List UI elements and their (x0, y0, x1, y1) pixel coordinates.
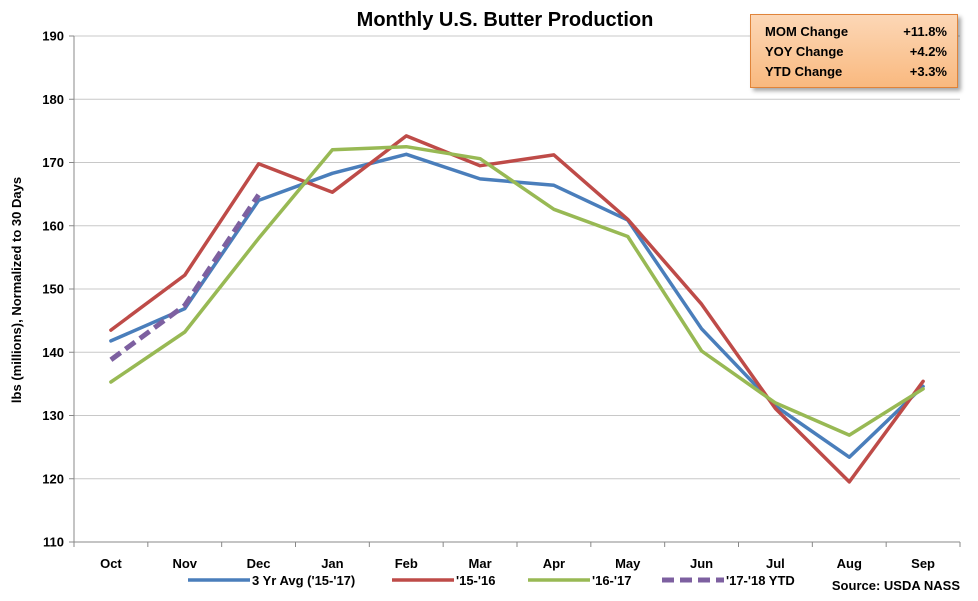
series-line-1 (109, 134, 925, 484)
x-tick-label: Jul (766, 556, 785, 571)
x-tick-label: Mar (469, 556, 492, 571)
y-tick-label: 160 (42, 218, 64, 233)
chart-title: Monthly U.S. Butter Production (357, 9, 654, 31)
gridlines (74, 35, 960, 480)
y-tick-label: 130 (42, 408, 64, 423)
x-tick-label: Feb (395, 556, 418, 571)
y-tick-label: 170 (42, 155, 64, 170)
legend-label-1: '15-'16 (456, 573, 495, 588)
x-tick-label: Jun (690, 556, 713, 571)
series-line-2 (109, 144, 925, 437)
stat-value: +3.3% (909, 64, 947, 79)
stat-row-ytd: YTD Change +3.3% (765, 62, 947, 82)
stat-label: MOM Change (765, 24, 849, 39)
y-tick-label: 110 (43, 535, 64, 550)
x-tick-label: Jan (321, 556, 343, 571)
change-stats-box: MOM Change +11.8% YOY Change +4.2% YTD C… (750, 14, 958, 88)
stat-label: YOY Change (765, 44, 844, 59)
y-tick-label: 190 (42, 29, 64, 44)
x-tick-label: Aug (837, 556, 862, 571)
legend: 3 Yr Avg ('15-'17) '15-'16 '16-'17 '17-'18 … (188, 573, 795, 588)
y-tick-label: 180 (42, 92, 64, 107)
x-tick-label: Sep (911, 556, 935, 571)
legend-label-0: 3 Yr Avg ('15-'17) (252, 573, 355, 588)
stat-value: +4.2% (909, 44, 947, 59)
source-note: Source: USDA NASS (832, 578, 960, 593)
y-tick-label: 150 (42, 282, 64, 297)
y-tick-label: 120 (42, 471, 64, 486)
x-tick-label: May (615, 556, 641, 571)
x-tick-labels: Oct Nov Dec Jan Feb Mar Apr May Jun Jul Aug Sep (100, 556, 935, 571)
legend-label-2: '16-'17 (592, 573, 631, 588)
x-tick-label: Dec (247, 556, 271, 571)
series-lines (109, 134, 925, 484)
stat-label: YTD Change (765, 64, 843, 79)
series-line-3 (109, 193, 261, 362)
x-tick-label: Apr (543, 556, 565, 571)
axes (69, 35, 961, 547)
stat-row-mom: MOM Change +11.8% (765, 22, 947, 42)
stat-value: +11.8% (903, 24, 947, 39)
y-axis-label: lbs (millions), Normalized to 30 Days (9, 177, 24, 403)
y-tick-labels: 110 120 130 140 150 160 170 180 190 (42, 29, 64, 550)
y-tick-label: 140 (42, 345, 64, 360)
legend-label-3: '17-'18 YTD (726, 573, 795, 588)
x-tick-label: Nov (172, 556, 197, 571)
stat-row-yoy: YOY Change +4.2% (765, 42, 947, 62)
x-tick-label: Oct (100, 556, 122, 571)
